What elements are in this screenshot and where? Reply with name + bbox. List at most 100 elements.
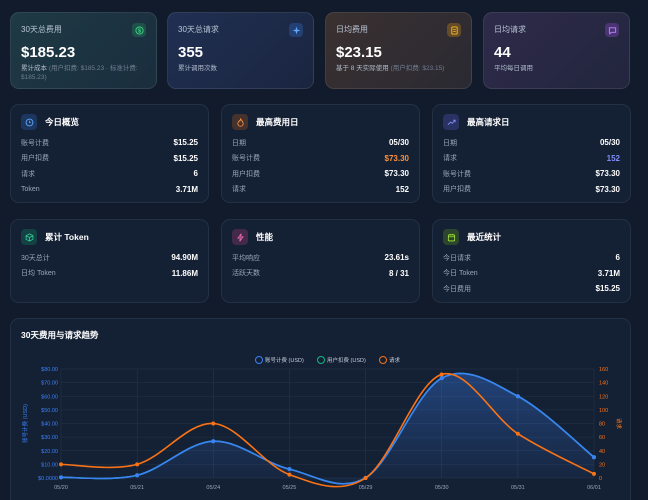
panel-title: 最高费用日 (256, 117, 299, 127)
panel-title: 累计 Token (45, 232, 89, 242)
legend-marker (317, 356, 325, 364)
stat-row: 账号计费 $73.30 (232, 153, 409, 163)
series-point (211, 421, 216, 426)
sparkle-icon (289, 23, 303, 37)
y-left-tick-label: $40.00 (41, 422, 58, 428)
series-point (439, 372, 444, 377)
stat-row: 日期 05/30 (232, 138, 409, 148)
x-tick-label: 05/25 (283, 485, 297, 491)
stat-row: 用户扣费 $73.30 (443, 184, 620, 194)
panel-performance: 性能 平均响应 23.61s 活跃天数 8 / 31 (221, 219, 420, 303)
card-value: $23.15 (336, 44, 382, 61)
summary-card-daily-cost: 日均费用 $23.15 基于 8 天实际使用 (用户扣费: $23.15) (325, 12, 472, 89)
y-right-tick-label: 100 (599, 408, 608, 414)
summary-card-total-cost: 30天总费用 $185.23 累计成本 (用户扣费: $185.23 · 标准计… (10, 12, 157, 89)
panel-recent-stats: 最近统计 今日请求 6 今日 Token 3.71M 今日费用 $15.25 (432, 219, 631, 303)
series-point (515, 431, 520, 436)
legend-label: 请求 (389, 356, 401, 364)
series-point (287, 472, 292, 477)
stat-row: 请求 6 (21, 169, 198, 179)
series-area-fill (61, 373, 594, 484)
x-tick-label: 05/21 (130, 485, 144, 491)
series-point (211, 439, 216, 444)
series-point (592, 455, 596, 460)
y-left-tick-label: $0.0000 (38, 476, 58, 482)
fire-icon (232, 114, 248, 130)
legend-marker (255, 356, 263, 364)
series-point (592, 471, 596, 476)
bolt-icon (232, 229, 248, 245)
y-right-tick-label: 80 (599, 422, 605, 428)
stat-row: 用户扣费 $15.25 (21, 153, 198, 163)
y-left-tick-label: $80.00 (41, 367, 58, 373)
stat-row: 今日费用 $15.25 (443, 284, 620, 294)
series-line (60, 372, 595, 485)
panel-title: 最高请求日 (467, 117, 510, 127)
trend-chart: $0.0000 0 $10.00 20 $20.00 40 $30.00 60 $40.00 80… (21, 356, 623, 491)
x-tick-label: 06/01 (587, 485, 601, 491)
series-line (60, 372, 595, 488)
series-point (59, 475, 63, 480)
legend-label: 账号计费 (USD) (265, 356, 304, 364)
panel-title: 最近统计 (467, 232, 502, 242)
y-left-tick-label: $70.00 (41, 381, 58, 387)
y-left-tick-label: $20.00 (41, 449, 58, 455)
series-point (287, 467, 292, 472)
panel-title: 今日概览 (45, 117, 80, 127)
y-left-tick-label: $30.00 (41, 435, 58, 441)
panel-max-request-day: 最高请求日 日期 05/30 请求 152 账号计费 $73.30 用户扣费 $73.3… (432, 104, 631, 203)
y-right-tick-label: 20 (599, 462, 605, 468)
stat-row: 活跃天数 8 / 31 (232, 268, 409, 278)
y-left-tick-label: $60.00 (41, 394, 58, 400)
series-point (439, 376, 444, 381)
y-right-tick-label: 60 (599, 435, 605, 441)
y-right-tick-label: 140 (599, 381, 608, 387)
stat-row: 今日请求 6 (443, 253, 620, 263)
series-point (515, 394, 520, 399)
card-note: 累计成本 (用户扣费: $185.23 · 标准计费: $185.23) (21, 65, 138, 81)
y-right-tick-label: 40 (599, 449, 605, 455)
stat-row: 日期 05/30 (443, 138, 620, 148)
card-value: $185.23 (21, 44, 76, 61)
card-value: 44 (494, 44, 511, 61)
x-tick-label: 05/30 (435, 485, 449, 491)
panel-today-overview: 今日概览 账号计费 $15.25 用户扣费 $15.25 请求 6 Token 3.71… (10, 104, 209, 203)
legend-label: 用户扣费 (USD) (327, 356, 366, 364)
stat-row: Token 3.71M (21, 184, 198, 194)
calendar-icon (443, 229, 459, 245)
x-tick-label: 05/29 (359, 485, 373, 491)
svg-text:$: $ (138, 28, 141, 34)
trend-up-icon (443, 114, 459, 130)
stat-row: 请求 152 (443, 153, 620, 163)
summary-card-total-requests: 30天总请求 355 累计调用次数 (167, 12, 314, 89)
card-note: 累计调用次数 (178, 65, 217, 72)
stat-row: 今日 Token 3.71M (443, 268, 620, 278)
y-left-axis-label: 账号计费 (USD) (21, 404, 29, 443)
series-point (135, 473, 140, 478)
card-label: 30天总费用 (21, 25, 62, 34)
chart-panel: 30天费用与请求趋势 $0.0000 0 $10.00 20 $20.00 40 $30.0… (10, 318, 631, 500)
x-tick-label: 05/31 (511, 485, 525, 491)
y-right-axis-label: 请求 (615, 418, 623, 430)
series-point (363, 476, 368, 480)
stat-row: 用户扣费 $73.30 (232, 169, 409, 179)
stat-row: 30天总计 94.90M (21, 253, 198, 263)
chart-title: 30天费用与请求趋势 (21, 330, 99, 340)
card-label: 日均请求 (494, 25, 526, 34)
chat-icon (605, 23, 619, 37)
y-right-tick-label: 160 (599, 367, 608, 373)
receipt-icon (447, 23, 461, 37)
y-left-tick-label: $10.00 (41, 462, 58, 468)
stat-row: 日均 Token 11.86M (21, 268, 198, 278)
series-point (135, 462, 140, 467)
clock-icon (21, 114, 37, 130)
y-right-tick-label: 0 (599, 476, 602, 482)
legend-marker (379, 356, 387, 364)
stat-row: 账号计费 $73.30 (443, 169, 620, 179)
card-note: 基于 8 天实际使用 (用户扣费: $23.15) (336, 65, 445, 72)
card-label: 30天总请求 (178, 25, 219, 34)
stat-row: 请求 152 (232, 184, 409, 194)
dollar-icon: $ (132, 23, 146, 37)
summary-card-daily-requests: 日均请求 44 平均每日调用 (483, 12, 630, 89)
panel-title: 性能 (256, 232, 274, 242)
